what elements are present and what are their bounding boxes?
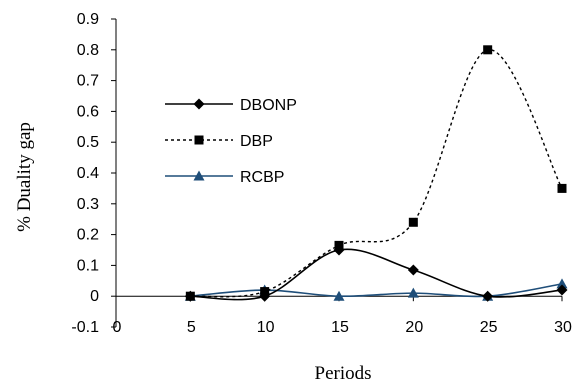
x-tick-label: 30 <box>554 319 572 336</box>
y-tick-label: 0.7 <box>77 73 99 90</box>
data-point-dbp <box>483 45 493 55</box>
legend-item-dbonp: DBONP <box>165 97 297 114</box>
y-tick-label: 0.1 <box>77 257 99 274</box>
series-line-rcbp <box>190 283 563 298</box>
series-layer <box>184 45 568 302</box>
legend: DBONP DBP RCBP <box>165 97 297 186</box>
x-tick-label: 15 <box>331 319 349 336</box>
x-tick-label: 10 <box>257 319 275 336</box>
y-tick-label: 0.2 <box>77 227 99 244</box>
data-point-dbp <box>260 287 270 297</box>
data-point-rcbp <box>407 287 419 298</box>
data-point-rcbp <box>556 278 568 289</box>
legend-marker-rcbp <box>193 170 205 181</box>
data-point-dbp <box>185 291 195 301</box>
y-tick-label: -0.1 <box>71 319 99 336</box>
data-point-dbp <box>334 240 344 250</box>
data-point-dbp <box>408 217 418 227</box>
data-point-dbonp <box>407 264 419 276</box>
x-tick-label: 0 <box>113 319 122 336</box>
y-tick-label: 0.9 <box>77 11 99 28</box>
y-tick-label: 0.5 <box>77 134 99 151</box>
legend-item-rcbp: RCBP <box>165 169 284 186</box>
series-rcbp <box>184 278 568 301</box>
data-point-dbonp <box>556 284 568 296</box>
series-dbp <box>185 45 567 301</box>
x-tick-label: 25 <box>480 319 498 336</box>
y-tick-label: 0.4 <box>77 165 99 182</box>
series-line-dbonp <box>190 248 563 301</box>
legend-label-rcbp: RCBP <box>240 169 284 186</box>
x-tick-label: 20 <box>405 319 423 336</box>
legend-item-dbp: DBP <box>165 133 273 150</box>
legend-marker-dbonp <box>193 98 205 110</box>
data-point-dbonp <box>482 290 494 302</box>
legend-label-dbonp: DBONP <box>240 97 297 114</box>
legend-label-dbp: DBP <box>240 133 273 150</box>
data-point-rcbp <box>333 290 345 301</box>
y-tick-label: 0.6 <box>77 103 99 120</box>
x-axis-title: Periods <box>315 363 372 384</box>
y-tick-label: 0 <box>90 288 99 305</box>
y-tick-label: 0.8 <box>77 42 99 59</box>
data-point-dbp <box>557 183 567 193</box>
y-axis-title: % Duality gap <box>14 122 35 232</box>
axes: -0.1 0 0.1 0.2 0.3 0.4 0.5 0.6 0.7 0.8 0.9 0 5 10 15 20… <box>71 11 572 336</box>
legend-marker-dbp <box>194 135 204 145</box>
y-tick-label: 0.3 <box>77 196 99 213</box>
x-tick-label: 5 <box>187 319 196 336</box>
